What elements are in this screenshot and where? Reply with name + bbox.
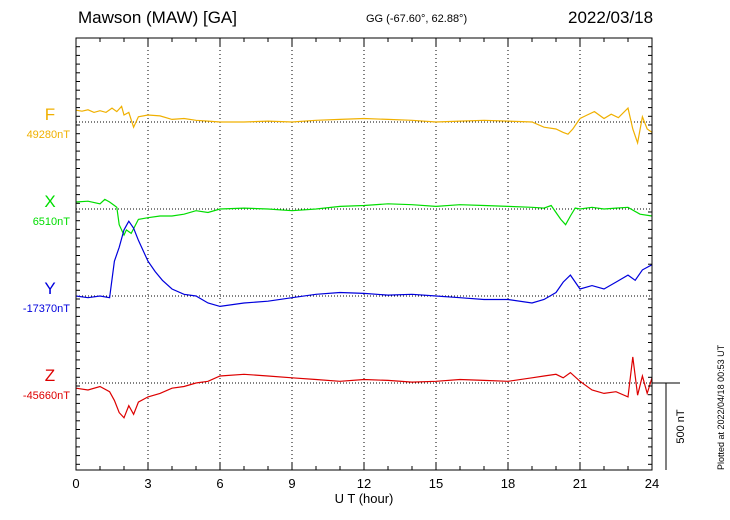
x-tick-label: 6: [216, 476, 223, 491]
label-layer: 0 3 6 9 12 15 18 21 24 U T (hour) F 49280nT X 6510nT Y…: [23, 105, 687, 506]
x-tick-label: 24: [645, 476, 659, 491]
x-tick-label: 15: [429, 476, 443, 491]
axis-layer: [75, 37, 680, 471]
geo-coordinates: GG (-67.60°, 62.88°): [366, 13, 468, 25]
x-tick-label: 0: [72, 476, 79, 491]
scale-bar-label: 500 nT: [675, 409, 687, 444]
x-tick-label: 12: [357, 476, 371, 491]
plotted-timestamp: Plotted at 2022/04/18 00:53 UT: [716, 344, 726, 470]
x-tick-label: 3: [144, 476, 151, 491]
baseline-value-X: 6510nT: [33, 216, 71, 228]
x-axis-label: U T (hour): [335, 491, 394, 506]
baseline-value-Y: -17370nT: [23, 303, 70, 315]
baseline-value-F: 49280nT: [27, 129, 71, 141]
series-line-F: [75, 105, 653, 146]
station-title: Mawson (MAW) [GA]: [78, 8, 237, 27]
component-label-Z: Z: [45, 366, 55, 385]
series-line-Y: [75, 220, 653, 308]
grid-layer: [76, 38, 652, 470]
series-line-Z: [75, 356, 653, 419]
component-label-Y: Y: [44, 279, 55, 298]
x-tick-label: 18: [501, 476, 515, 491]
component-label-X: X: [44, 192, 55, 211]
plot-date: 2022/03/18: [568, 8, 654, 27]
baseline-value-Z: -45660nT: [23, 390, 70, 402]
component-label-F: F: [45, 105, 55, 124]
series-line-X: [75, 198, 653, 237]
x-tick-label: 9: [288, 476, 295, 491]
x-tick-label: 21: [573, 476, 587, 491]
series-layer: [75, 105, 653, 419]
